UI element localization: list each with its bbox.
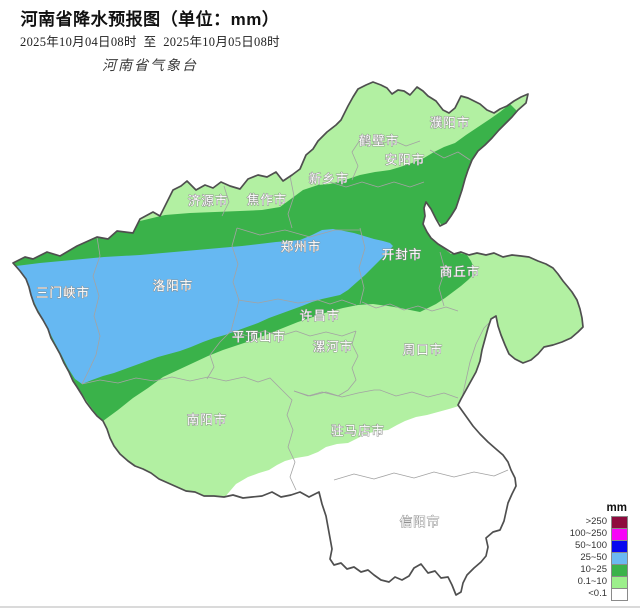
legend-range-label: 0.1~10 [577, 576, 607, 587]
legend-range-label: 50~100 [575, 540, 607, 551]
legend-unit-label: mm [606, 502, 627, 514]
forecast-date-range: 2025年10月04日08时 至 2025年10月05日08时 [20, 35, 280, 49]
legend-row: 50~100 [570, 540, 628, 553]
city-label: 三门峡市 [36, 285, 90, 300]
legend-rows: >250 100~250 50~100 25~50 10~25 0.1~10 <0.1 [569, 516, 628, 601]
city-label: 郑州市 [281, 239, 322, 254]
city-label: 信阳市 [400, 514, 441, 529]
city-label: 漯河市 [313, 339, 354, 354]
city-label: 开封市 [382, 247, 423, 262]
legend-range-label: 25~50 [580, 552, 607, 563]
legend-color-swatch [611, 588, 628, 601]
city-label: 安阳市 [385, 152, 426, 167]
legend-row: 0.1~10 [570, 576, 628, 589]
legend-row: 10~25 [570, 564, 628, 577]
legend-range-label: 100~250 [569, 528, 607, 539]
legend-range-label: 10~25 [580, 564, 607, 575]
city-label: 焦作市 [247, 192, 288, 207]
city-label: 鹤壁市 [359, 133, 400, 148]
issuing-agency: 河南省气象台 [102, 59, 198, 74]
precipitation-legend: mm >250 100~250 50~100 25~50 10~25 0.1~10 <0.1 [569, 502, 628, 601]
legend-row: 100~250 [569, 528, 628, 541]
city-label: 周口市 [403, 342, 444, 357]
city-label: 商丘市 [440, 264, 481, 279]
city-label: 南阳市 [187, 412, 228, 427]
city-borders [81, 139, 509, 491]
province-border [12, 81, 584, 596]
city-label: 济源市 [188, 193, 229, 208]
legend-row: >250 [570, 516, 628, 529]
region-heavy-rain [13, 229, 393, 384]
bottom-divider [0, 606, 640, 608]
city-label: 平顶山市 [232, 329, 286, 344]
city-label: 洛阳市 [153, 278, 194, 293]
city-label: 濮阳市 [430, 115, 471, 130]
city-label: 驻马店市 [331, 423, 385, 438]
legend-row: <0.1 [570, 588, 628, 601]
legend-row: 25~50 [570, 552, 628, 565]
page-title: 河南省降水预报图（单位：mm） [20, 10, 280, 29]
legend-range-label: <0.1 [588, 588, 607, 599]
legend-range-label: >250 [585, 516, 607, 527]
city-label: 许昌市 [300, 308, 341, 323]
city-label: 新乡市 [309, 171, 350, 186]
